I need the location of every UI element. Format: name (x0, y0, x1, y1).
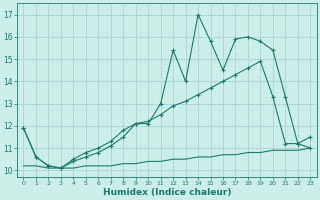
X-axis label: Humidex (Indice chaleur): Humidex (Indice chaleur) (103, 188, 231, 197)
